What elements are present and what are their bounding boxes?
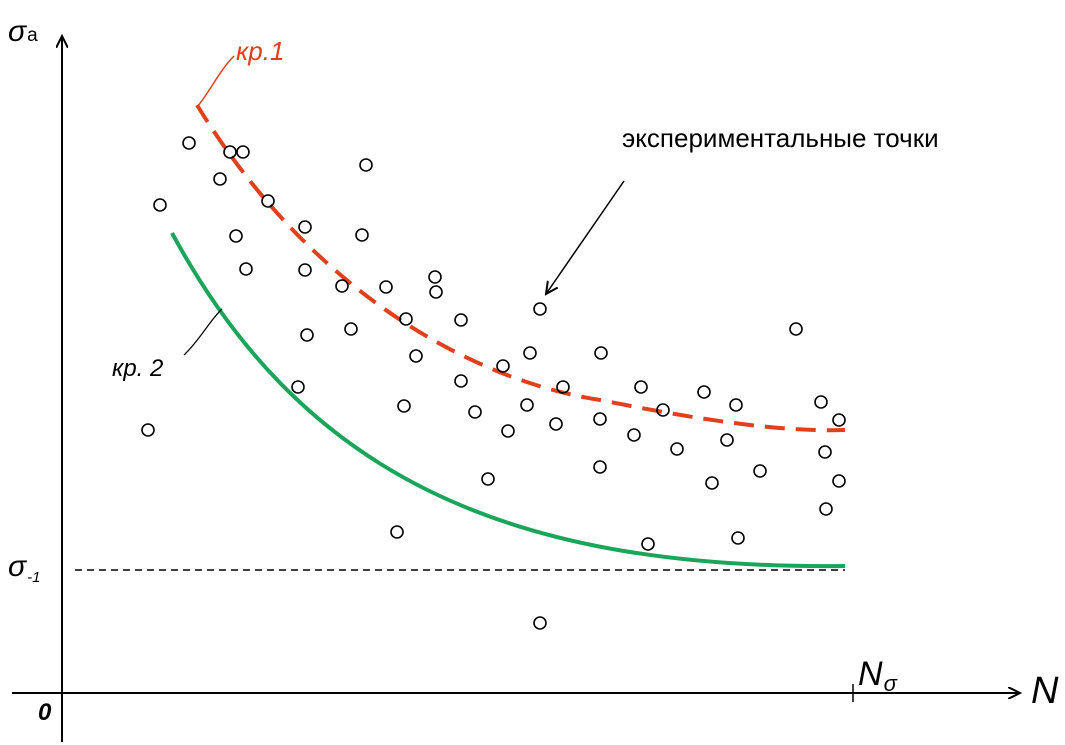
experimental-point [153,198,167,212]
curve-2-label: кр. 2 [112,355,163,382]
experimental-point [409,349,423,363]
experimental-point [223,145,237,159]
experimental-point [594,346,608,360]
curve-1-label: кр.1 [236,36,284,66]
experimental-point [729,398,743,412]
experimental-point [298,263,312,277]
experimental-point [627,428,641,442]
experimental-point [789,322,803,336]
experimental-point [300,328,314,342]
x-axis-label: N [1031,670,1059,712]
experimental-point [468,405,482,419]
experimental-point [397,399,411,413]
experimental-point [298,220,312,234]
experimental-point [390,525,404,539]
experimental-point [832,474,846,488]
experimental-point [213,172,227,186]
experimental-point [818,445,832,459]
experimental-point [344,322,358,336]
experimental-point [454,374,468,388]
y-axis-label: σa [8,15,38,48]
experimental-point [670,442,684,456]
experimental-point [261,194,275,208]
origin-label: 0 [38,699,52,726]
experimental-point [697,385,711,399]
experimental-point [454,313,468,327]
experimental-point [379,280,393,294]
curve-1-leader [197,55,235,107]
experimental-points-label: экспериментальные точки [622,123,939,153]
experimental-point [641,537,655,551]
experimental-point [496,359,510,373]
experimental-point [355,228,369,242]
n-sigma-label: Nσ [858,655,898,696]
experimental-point [229,229,243,243]
experimental-point [429,285,443,299]
experimental-point [428,270,442,284]
experimental-point [399,312,413,326]
experimental-point [182,136,196,150]
experimental-point [291,380,305,394]
experimental-point [731,531,745,545]
experimental-point [236,145,250,159]
experimental-point [656,403,670,417]
experimental-point [814,395,828,409]
experimental-point [705,476,719,490]
experimental-point [141,423,155,437]
points-pointer-arrow [546,180,625,294]
experimental-point [593,460,607,474]
experimental-point [359,158,373,172]
experimental-point [481,472,495,486]
experimental-point [501,424,515,438]
experimental-point [634,380,648,394]
experimental-point [239,262,253,276]
curve-1 [195,103,846,433]
experimental-point [549,417,563,431]
experimental-point [520,398,534,412]
endurance-label: σ-1 [8,550,40,586]
experimental-points [141,136,846,630]
experimental-point [523,346,537,360]
experimental-point [556,380,570,394]
experimental-point [720,433,734,447]
experimental-point [832,413,846,427]
experimental-point [593,412,607,426]
experimental-point [753,464,767,478]
curve-2-leader [183,308,223,356]
experimental-point [533,302,547,316]
experimental-point [335,279,349,293]
experimental-point [533,616,547,630]
curve-2 [170,232,846,569]
experimental-point [819,502,833,516]
